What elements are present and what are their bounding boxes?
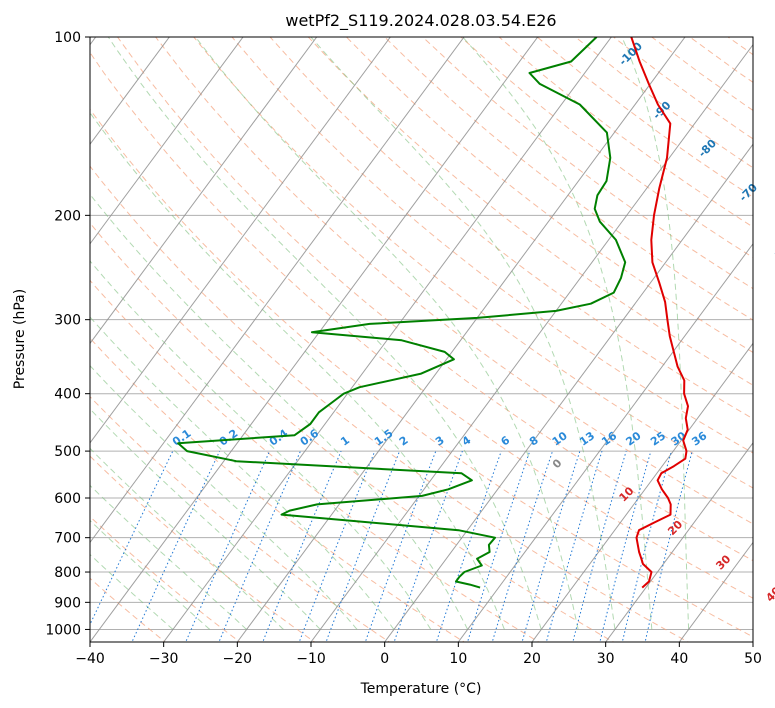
isotherm-line — [90, 37, 170, 146]
dry-adiabat — [422, 37, 753, 290]
wetbulb-label: -60 — [770, 235, 775, 258]
y-axis: 100 200 300 400 500 600 700 800 900 1000 — [45, 30, 90, 638]
x-tick-label: 50 — [744, 651, 762, 667]
dry-adiabat — [90, 165, 690, 642]
mixing-ratio-line — [131, 450, 221, 642]
moist-adiabat — [90, 553, 174, 630]
moist-adiabat — [90, 260, 432, 630]
y-tick-label: 600 — [54, 491, 81, 507]
mixing-ratio-line — [467, 450, 531, 642]
mixing-ratio-line — [644, 450, 693, 642]
mixing-ratio-line — [325, 450, 401, 642]
profile-lines — [177, 37, 689, 589]
dry-adiabat — [90, 455, 316, 642]
mixing-ratio-line — [298, 450, 376, 642]
mixing-ratio-line — [521, 450, 581, 642]
mixing-ratio-line — [90, 450, 174, 626]
x-tick-label: 20 — [523, 651, 541, 667]
x-tick-label: −40 — [75, 651, 105, 667]
x-tick-label: −30 — [149, 651, 179, 667]
moist-adiabat — [90, 484, 247, 630]
mixing-ratio-line — [599, 450, 652, 642]
x-tick-label: 10 — [449, 651, 467, 667]
isotherm-line — [90, 37, 539, 642]
temperature-profile — [630, 37, 689, 589]
moist-adiabat — [90, 111, 505, 630]
moist-adiabat — [310, 37, 616, 630]
dry-adiabat — [90, 279, 540, 642]
mixing-ratio-line — [393, 450, 463, 642]
isotherm-line — [90, 37, 244, 245]
dry-adiabat — [231, 37, 753, 454]
dry-adiabat — [155, 37, 753, 525]
isotherm-line — [236, 37, 686, 642]
x-axis-label: Temperature (°C) — [360, 681, 482, 697]
moist-adiabat — [462, 37, 653, 630]
moist-adiabat — [107, 37, 542, 630]
y-tick-label: 200 — [54, 208, 81, 224]
chart-title: wetPf2_S119.2024.028.03.54.E26 — [285, 11, 556, 31]
moist-adiabat — [90, 364, 358, 630]
y-axis-label: Pressure (hPa) — [12, 289, 28, 389]
mixing-ratio-line — [262, 450, 342, 642]
y-tick-label: 500 — [54, 444, 81, 460]
isotherm-line — [531, 342, 753, 642]
moist-adiabat — [195, 37, 579, 630]
plot-frame — [89, 36, 754, 643]
theta-label: 40 — [763, 584, 775, 604]
isotherm-line — [90, 37, 465, 544]
dry-adiabat — [117, 37, 753, 562]
x-tick-label: −20 — [223, 651, 253, 667]
isotherm-line — [90, 37, 318, 345]
isotherm-line — [605, 442, 753, 642]
dry-adiabat — [90, 222, 615, 642]
y-tick-label: 1000 — [45, 622, 81, 638]
mixing-ratio-line — [572, 450, 627, 642]
dry-adiabat — [90, 51, 753, 599]
mixing-ratio-line — [621, 450, 672, 642]
isotherm-line — [457, 242, 753, 642]
background-lines — [90, 37, 753, 642]
x-tick-label: 0 — [380, 651, 389, 667]
mixing-ratio-line — [435, 450, 502, 642]
dry-adiabat — [384, 37, 753, 321]
moist-adiabat — [90, 316, 395, 630]
isotherm-line — [310, 43, 753, 642]
y-tick-label: 100 — [54, 30, 81, 46]
dry-adiabat — [193, 37, 753, 489]
isotherm-line — [90, 37, 391, 444]
mixing-ratio-line — [545, 450, 603, 642]
isotherm-line — [384, 143, 753, 642]
y-tick-label: 800 — [54, 565, 81, 581]
mixing-ratio-line — [364, 450, 437, 642]
y-tick-label: 900 — [54, 595, 81, 611]
x-axis: −40 −30 −20 −10 0 10 20 30 40 50 — [75, 642, 762, 667]
dewpoint-profile — [177, 37, 627, 589]
x-tick-label: 40 — [670, 651, 688, 667]
mixing-ratio-line — [491, 450, 553, 642]
dry-adiabat — [90, 395, 391, 642]
moist-adiabat — [621, 37, 690, 630]
dry-adiabat — [346, 37, 753, 353]
isotherm-line — [163, 37, 612, 642]
y-tick-label: 300 — [54, 313, 81, 329]
moist-adiabat — [90, 193, 469, 630]
y-tick-label: 400 — [54, 387, 81, 403]
x-tick-label: −10 — [296, 651, 326, 667]
y-tick-label: 700 — [54, 531, 81, 547]
moist-adiabat — [90, 408, 321, 630]
x-tick-label: 30 — [597, 651, 615, 667]
